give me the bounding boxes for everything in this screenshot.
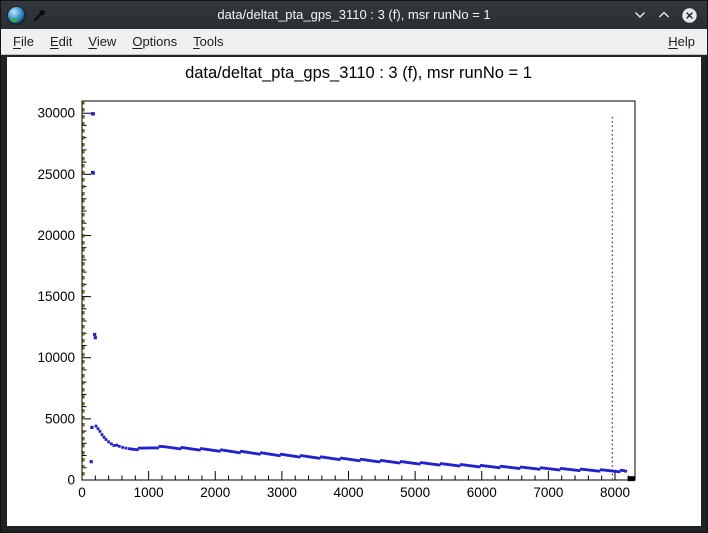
menu-file[interactable]: File	[13, 34, 34, 49]
svg-text:data/deltat_pta_gps_3110 : 3 (: data/deltat_pta_gps_3110 : 3 (f), msr ru…	[185, 64, 532, 82]
svg-text:7000: 7000	[533, 485, 563, 500]
plot-title-group: data/deltat_pta_gps_3110 : 3 (f), msr ru…	[185, 64, 532, 82]
menu-view[interactable]: View	[88, 34, 117, 49]
svg-text:10000: 10000	[37, 350, 75, 365]
svg-text:25000: 25000	[37, 167, 75, 182]
svg-text:3000: 3000	[267, 485, 297, 500]
svg-text:6000: 6000	[467, 485, 497, 500]
svg-text:0: 0	[78, 485, 86, 500]
histogram-points	[89, 112, 635, 482]
svg-text:1000: 1000	[134, 485, 164, 500]
window-title: data/deltat_pta_gps_3110 : 3 (f), msr ru…	[217, 7, 491, 22]
menu-options[interactable]: Options	[132, 34, 178, 49]
svg-text:30000: 30000	[37, 106, 75, 121]
plot-axes-group: 0 1000 2000 3000 4000 5000 6000 7000 8000 0 5000 10…	[37, 106, 630, 500]
svg-text:5000: 5000	[400, 485, 430, 500]
pin-icon	[33, 9, 46, 22]
svg-text:8000: 8000	[600, 485, 630, 500]
menu-help[interactable]: Help	[668, 34, 695, 49]
svg-text:20000: 20000	[37, 228, 75, 243]
maximize-button[interactable]	[657, 8, 671, 22]
window-controls	[633, 7, 707, 24]
svg-text:2000: 2000	[200, 485, 230, 500]
svg-text:15000: 15000	[37, 289, 75, 304]
minimize-button[interactable]	[633, 8, 647, 22]
menu-tools[interactable]: Tools	[193, 34, 224, 49]
svg-text:4000: 4000	[333, 485, 363, 500]
svg-text:0: 0	[67, 473, 75, 488]
plot-frame-group	[81, 100, 636, 481]
close-button[interactable]	[681, 7, 698, 24]
root-canvas[interactable]: data/deltat_pta_gps_3110 : 3 (f), msr ru…	[7, 57, 701, 526]
svg-text:5000: 5000	[45, 411, 75, 426]
menu-bar: File Edit View Options Tools Help	[1, 29, 707, 55]
app-icon	[8, 6, 25, 24]
plot-svg[interactable]: data/deltat_pta_gps_3110 : 3 (f), msr ru…	[7, 57, 701, 526]
range-marker-lines	[82, 101, 613, 479]
title-bar[interactable]: data/deltat_pta_gps_3110 : 3 (f), msr ru…	[1, 1, 707, 29]
menu-edit[interactable]: Edit	[49, 34, 73, 49]
